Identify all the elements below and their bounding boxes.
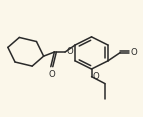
Text: O: O	[93, 72, 99, 80]
Text: O: O	[131, 48, 137, 57]
Text: O: O	[67, 47, 74, 56]
Text: O: O	[48, 70, 55, 79]
